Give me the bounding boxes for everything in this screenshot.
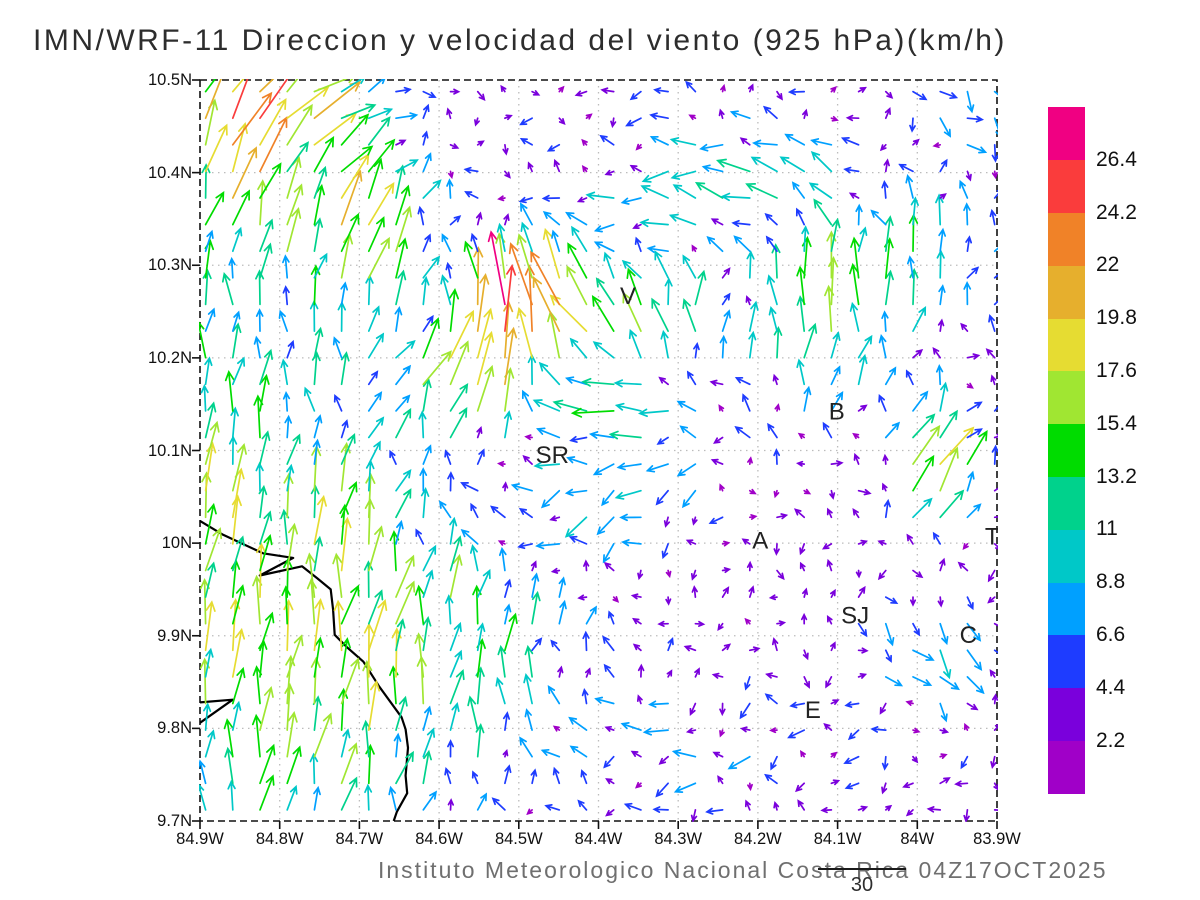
y-tick-label: 10.5N [147, 71, 192, 89]
wind-arrows [199, 79, 998, 822]
colorbar-tick-label: 26.4 [1096, 147, 1137, 171]
x-tick-label: 84.9W [176, 830, 224, 848]
colorbar-tick-label: 2.2 [1096, 728, 1126, 752]
colorbar-segment [1048, 159, 1085, 214]
reference-vector-value: 30 [850, 874, 874, 896]
x-tick-label: 84.6W [415, 830, 463, 848]
y-tick-label: 10.3N [147, 256, 192, 275]
colorbar-tick-label: 15.4 [1096, 411, 1137, 435]
colorbar-tick-label: 17.6 [1096, 359, 1137, 382]
city-labels: V B SR A SJ C E T [536, 283, 1000, 724]
x-tick-label: 84.1W [813, 830, 862, 848]
city-label-sj: SJ [841, 602, 869, 629]
y-tick-label: 9.7N [157, 812, 192, 830]
y-tick-label: 10.1N [147, 441, 192, 460]
colorbar-segment [1048, 423, 1085, 478]
city-label-v: V [620, 283, 636, 310]
reference-vector-line [818, 868, 906, 870]
footer-credit: Instituto Meteorologico Nacional Costa R… [378, 857, 1108, 883]
colorbar-tick-label: 19.8 [1096, 306, 1137, 330]
colorbar-tick-label: 8.8 [1096, 570, 1126, 594]
colorbar-segment [1048, 212, 1085, 266]
colorbar-segment [1048, 318, 1085, 372]
colorbar-segment [1048, 635, 1085, 689]
colorbar-segment [1048, 107, 1085, 161]
axis-ticks [192, 79, 998, 829]
x-tick-label: 84.3W [654, 830, 703, 848]
colorbar-segment [1048, 740, 1085, 794]
city-label-c: C [960, 622, 977, 649]
colorbar-segment [1048, 371, 1085, 425]
colorbar-segment [1048, 476, 1085, 530]
colorbar-tick-label: 22 [1096, 253, 1120, 277]
colorbar-segment [1048, 582, 1085, 636]
x-tick-label: 83.9W [973, 830, 1021, 848]
x-tick-label: 84.7W [335, 830, 384, 848]
chart-title: IMN/WRF-11 Direccion y velocidad del vie… [33, 24, 1007, 57]
city-label-b: B [829, 399, 845, 426]
colorbar-tick-label: 24.2 [1096, 200, 1137, 224]
y-tick-label: 10.4N [147, 163, 192, 182]
city-label-e: E [805, 697, 821, 724]
y-tick-label: 9.9N [157, 626, 192, 645]
city-label-t: T [985, 524, 1000, 551]
city-label-sr: SR [536, 442, 569, 469]
y-tick-label: 9.8N [157, 719, 192, 738]
gridlines [200, 80, 997, 821]
x-tick-label: 84W [900, 830, 935, 848]
colorbar-tick-label: 6.6 [1096, 623, 1126, 646]
map-frame [199, 79, 998, 822]
y-tick-label: 10N [161, 534, 192, 553]
colorbar-tick-label: 11 [1096, 517, 1118, 541]
x-tick-label: 84.5W [494, 830, 543, 848]
colorbar-tick-label: 4.4 [1096, 675, 1126, 699]
x-tick-label: 84.2W [734, 830, 782, 848]
city-label-a: A [752, 527, 768, 554]
colorbar-segment [1048, 529, 1085, 583]
colorbar-tick-label: 13.2 [1096, 464, 1137, 488]
x-tick-label: 84.8W [255, 830, 304, 848]
y-tick-label: 10.2N [147, 348, 192, 367]
colorbar-segment [1048, 265, 1085, 319]
x-tick-label: 84.4W [574, 830, 623, 848]
colorbar-segment [1048, 687, 1085, 742]
